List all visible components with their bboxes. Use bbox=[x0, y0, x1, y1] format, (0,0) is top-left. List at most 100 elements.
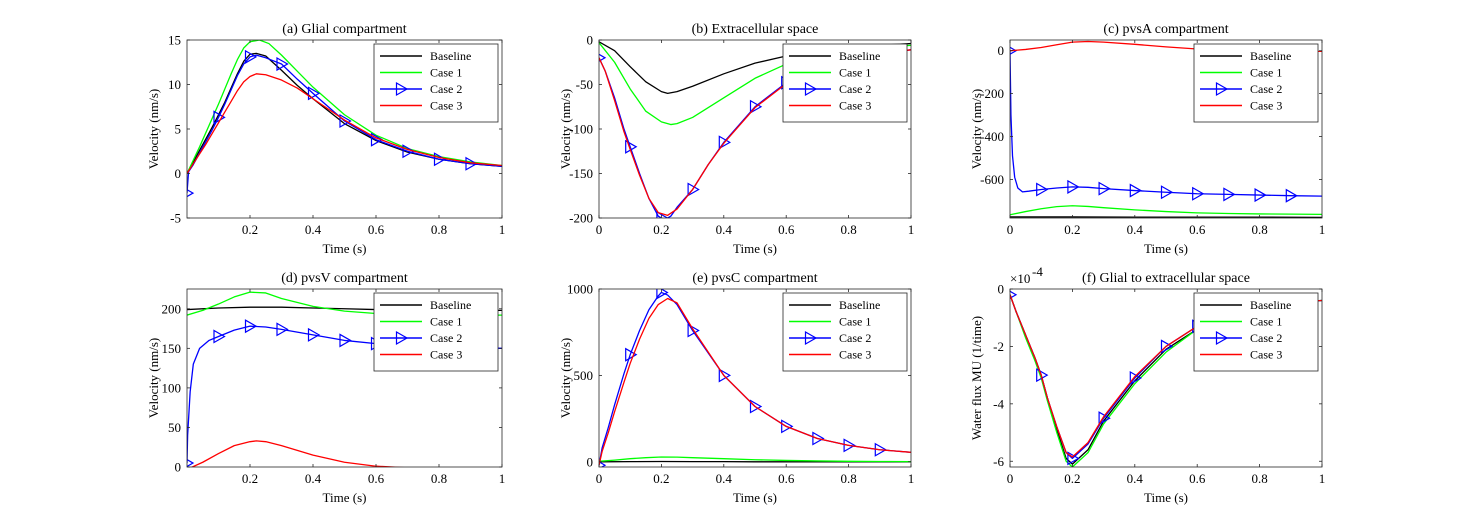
y-tick-label: 1000 bbox=[567, 282, 593, 297]
axes-box bbox=[1009, 39, 1323, 219]
axes-box bbox=[186, 288, 503, 468]
series-marker bbox=[687, 182, 700, 197]
y-tick-label: -100 bbox=[569, 122, 593, 137]
series-marker bbox=[718, 135, 732, 150]
legend-label: Case 1 bbox=[430, 66, 462, 80]
panel-1: 0.2 0.4 0.6 0.8 1 -5 0 5 10 15 (a) Glial compartme… bbox=[146, 22, 505, 256]
x-tick-label: 0.6 bbox=[1189, 222, 1206, 237]
y-axis-label: Water flux MU (1/time) bbox=[969, 316, 984, 440]
legend-label: Baseline bbox=[430, 49, 471, 63]
x-tick-label: 1 bbox=[908, 471, 915, 486]
legend-label: Case 3 bbox=[839, 99, 871, 113]
series-marker bbox=[1036, 182, 1049, 197]
x-tick-label: 0 bbox=[596, 471, 603, 486]
legend-label: Case 1 bbox=[839, 66, 871, 80]
panel-title: (e) pvsC compartment bbox=[692, 271, 817, 286]
y-tick-label: -200 bbox=[980, 86, 1004, 101]
legend-marker bbox=[1215, 81, 1229, 97]
x-tick-label: 0.4 bbox=[1127, 222, 1144, 237]
y-axis-label: Velocity (nm/s) bbox=[558, 338, 573, 419]
series-marker bbox=[1254, 188, 1267, 203]
legend: Baseline Case 1 Case 2 Case 3 bbox=[782, 292, 908, 372]
x-axis-label: Time (s) bbox=[323, 490, 367, 505]
series-marker bbox=[1160, 185, 1174, 200]
x-tick-label: 0.4 bbox=[716, 222, 733, 237]
y-tick-label: 0 bbox=[587, 33, 594, 48]
panel-title: (d) pvsV compartment bbox=[281, 271, 408, 286]
series-marker bbox=[718, 368, 732, 383]
legend-marker bbox=[395, 330, 409, 346]
legend-box bbox=[1193, 43, 1319, 123]
series-marker bbox=[244, 49, 258, 64]
axis-exponent-power: -4 bbox=[1032, 264, 1043, 279]
y-tick-label: 150 bbox=[162, 341, 182, 356]
series-marker bbox=[276, 56, 289, 72]
panel-title: (b) Extracellular space bbox=[692, 22, 819, 37]
y-tick-label: -2 bbox=[993, 339, 1004, 354]
series-marker bbox=[187, 458, 195, 467]
y-axis-label: Velocity (nm/s) bbox=[558, 89, 573, 170]
x-tick-label: 0.2 bbox=[1064, 222, 1080, 237]
series-marker bbox=[781, 419, 794, 434]
legend: Baseline Case 1 Case 2 Case 3 bbox=[782, 43, 908, 123]
legend-label: Case 2 bbox=[430, 331, 462, 345]
legend-box bbox=[373, 292, 499, 372]
series-marker bbox=[749, 99, 763, 114]
panel-title: (f) Glial to extracellular space bbox=[1082, 271, 1250, 286]
series-marker bbox=[1160, 339, 1174, 354]
y-tick-label: 15 bbox=[168, 33, 181, 48]
legend-label: Case 1 bbox=[1250, 315, 1282, 329]
x-tick-label: 0.8 bbox=[431, 471, 447, 486]
panel-6: 0 0.2 0.4 0.6 0.8 1 -6 -4 -2 0 (f) Glial to extrac… bbox=[969, 264, 1325, 505]
y-tick-label: -5 bbox=[170, 211, 181, 226]
series-marker bbox=[843, 438, 856, 453]
x-tick-label: 0.2 bbox=[242, 222, 258, 237]
legend-label: Baseline bbox=[839, 49, 880, 63]
series-line-case-3 bbox=[190, 440, 405, 467]
legend-label: Case 2 bbox=[1250, 331, 1282, 345]
x-tick-label: 1 bbox=[499, 471, 506, 486]
y-tick-label: 500 bbox=[574, 368, 594, 383]
x-tick-label: 0 bbox=[596, 222, 603, 237]
y-tick-label: 0 bbox=[175, 166, 182, 181]
series-line-case-3 bbox=[187, 73, 502, 174]
series-marker bbox=[1129, 183, 1143, 198]
series-marker bbox=[465, 156, 478, 171]
x-tick-label: 0.6 bbox=[778, 222, 795, 237]
x-axis-label: Time (s) bbox=[323, 241, 367, 256]
x-tick-label: 1 bbox=[499, 222, 506, 237]
series-marker bbox=[749, 399, 763, 414]
axes-box bbox=[1009, 288, 1323, 468]
y-tick-label: -600 bbox=[980, 172, 1004, 187]
series-line-case-3 bbox=[599, 297, 911, 466]
legend-label: Case 3 bbox=[430, 348, 462, 362]
x-tick-label: 0 bbox=[1007, 471, 1014, 486]
legend-label: Case 3 bbox=[1250, 99, 1282, 113]
series-line-case-2 bbox=[187, 54, 502, 194]
series-marker bbox=[370, 132, 384, 147]
legend-label: Case 2 bbox=[1250, 82, 1282, 96]
y-tick-label: 0 bbox=[998, 43, 1005, 58]
series-line-case-1 bbox=[599, 456, 911, 463]
series-marker bbox=[1223, 187, 1236, 202]
legend-label: Case 2 bbox=[430, 82, 462, 96]
legend: Baseline Case 1 Case 2 Case 3 bbox=[373, 292, 499, 372]
x-axis-label: Time (s) bbox=[733, 490, 777, 505]
y-tick-label: 100 bbox=[162, 380, 182, 395]
y-tick-label: -6 bbox=[993, 454, 1004, 469]
series-marker bbox=[307, 86, 321, 101]
x-tick-label: 0.4 bbox=[305, 471, 322, 486]
series-marker bbox=[1285, 188, 1299, 203]
x-tick-label: 0.4 bbox=[716, 471, 733, 486]
x-tick-label: 0.8 bbox=[840, 471, 856, 486]
legend-box bbox=[782, 292, 908, 372]
legend-label: Baseline bbox=[1250, 49, 1291, 63]
series-marker bbox=[339, 333, 352, 348]
x-tick-label: 0.4 bbox=[1127, 471, 1144, 486]
y-tick-label: 0 bbox=[998, 282, 1005, 297]
y-axis-label: Velocity (nm/s) bbox=[146, 89, 161, 170]
series-marker bbox=[433, 152, 447, 167]
legend-label: Case 1 bbox=[1250, 66, 1282, 80]
x-tick-label: 1 bbox=[908, 222, 915, 237]
x-axis-label: Time (s) bbox=[733, 241, 777, 256]
